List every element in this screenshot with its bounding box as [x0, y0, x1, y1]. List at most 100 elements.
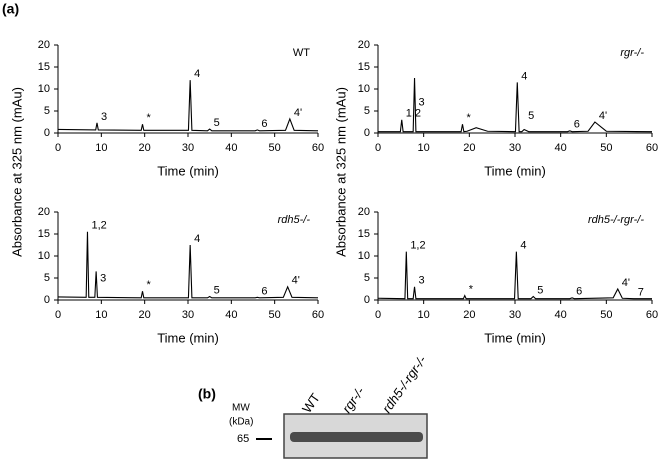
x-tick-label: 30 — [182, 142, 194, 154]
trace — [378, 77, 653, 133]
x-tick-label: 20 — [139, 309, 151, 321]
x-axis-label: Time (min) — [157, 330, 219, 345]
peak-label: 5 — [214, 117, 220, 129]
peak-label: * — [147, 279, 152, 291]
peak-label: * — [469, 284, 474, 296]
peak-label: 3 — [419, 275, 425, 287]
y-tick-label: 10 — [358, 83, 370, 95]
y-tick-label: 20 — [38, 39, 50, 51]
y-tick-label: 15 — [38, 61, 50, 73]
peak-label: 5 — [528, 110, 534, 122]
peak-label: 1,2 — [406, 108, 421, 120]
x-tick-label: 60 — [646, 309, 658, 321]
trace — [57, 80, 319, 132]
y-tick-label: 10 — [358, 250, 370, 262]
y-tick-label: 20 — [38, 206, 50, 218]
x-tick-label: 50 — [269, 309, 281, 321]
x-tick-label: 10 — [95, 142, 107, 154]
y-tick-label: 10 — [38, 250, 50, 262]
y-axis-label: Absorbance at 325 nm (mAu) — [9, 87, 24, 257]
peak-label: 4' — [599, 110, 607, 122]
x-tick-label: 0 — [375, 309, 381, 321]
y-axis-label: Absorbance at 325 nm (mAu) — [333, 87, 348, 257]
x-tick-label: 60 — [646, 142, 658, 154]
y-tick-label: 0 — [44, 294, 50, 306]
x-tick-label: 20 — [463, 142, 475, 154]
y-tick-label: 5 — [44, 105, 50, 117]
y-tick-label: 10 — [38, 83, 50, 95]
peak-label: 6 — [261, 285, 267, 297]
peak-label: 4' — [622, 277, 630, 289]
mw-label: MW — [232, 403, 250, 414]
x-tick-label: 20 — [139, 142, 151, 154]
peak-label: 1,2 — [410, 240, 425, 252]
x-axis-label: Time (min) — [484, 330, 546, 345]
lane-label: WT — [299, 390, 323, 415]
panel-title: rdh5-/-rgr-/- — [588, 214, 644, 226]
y-tick-label: 15 — [358, 61, 370, 73]
lane-label: rdh5-/-rgr-/- — [379, 352, 430, 415]
y-tick-label: 0 — [364, 127, 370, 139]
peak-label: 3 — [101, 111, 107, 123]
panel-title: rdh5-/- — [278, 214, 311, 226]
peak-label: 7 — [638, 287, 644, 299]
x-tick-label: 40 — [225, 309, 237, 321]
marker-label: 65 — [237, 433, 249, 445]
y-tick-label: 5 — [44, 272, 50, 284]
y-tick-label: 0 — [364, 294, 370, 306]
peak-label: 6 — [261, 118, 267, 130]
peak-label: 3 — [100, 273, 106, 285]
peak-label: 6 — [574, 119, 580, 131]
x-tick-label: 50 — [600, 309, 612, 321]
peak-label: 4 — [521, 70, 527, 82]
x-tick-label: 50 — [600, 142, 612, 154]
panel-title: WT — [293, 47, 310, 59]
trace — [57, 231, 319, 299]
mw-label: (kDa) — [229, 417, 253, 428]
x-tick-label: 0 — [375, 142, 381, 154]
x-tick-label: 10 — [95, 309, 107, 321]
peak-label: 4' — [294, 107, 302, 119]
y-tick-label: 20 — [358, 206, 370, 218]
y-tick-label: 15 — [38, 228, 50, 240]
peak-label: 3 — [419, 97, 425, 109]
peak-label: 6 — [576, 286, 582, 298]
panel-label: (a) — [2, 1, 19, 17]
peak-label: 5 — [537, 284, 543, 296]
panel-title: rgr-/- — [620, 47, 644, 59]
peak-label: 4 — [194, 68, 200, 80]
y-tick-label: 20 — [358, 39, 370, 51]
x-tick-label: 60 — [312, 309, 324, 321]
peak-label: 4' — [292, 275, 300, 287]
peak-label: 5 — [214, 284, 220, 296]
peak-label: * — [466, 112, 471, 124]
peak-label: 4 — [194, 233, 200, 245]
x-tick-label: 40 — [555, 309, 567, 321]
x-tick-label: 10 — [418, 142, 430, 154]
panel-label: (b) — [198, 386, 216, 402]
x-tick-label: 0 — [55, 142, 61, 154]
x-tick-label: 60 — [312, 142, 324, 154]
x-tick-label: 40 — [225, 142, 237, 154]
x-tick-label: 30 — [509, 142, 521, 154]
peak-label: * — [147, 112, 152, 124]
x-tick-label: 30 — [509, 309, 521, 321]
x-tick-label: 10 — [418, 309, 430, 321]
trace — [377, 251, 652, 300]
y-tick-label: 5 — [364, 105, 370, 117]
y-tick-label: 15 — [358, 228, 370, 240]
x-tick-label: 50 — [269, 142, 281, 154]
lane-label: rgr-/- — [339, 384, 368, 416]
y-tick-label: 5 — [364, 272, 370, 284]
peak-label: 1,2 — [91, 220, 106, 232]
blot-band — [290, 432, 423, 442]
x-axis-label: Time (min) — [484, 163, 546, 178]
x-tick-label: 30 — [182, 309, 194, 321]
x-axis-label: Time (min) — [157, 163, 219, 178]
x-tick-label: 20 — [463, 309, 475, 321]
x-tick-label: 40 — [555, 142, 567, 154]
y-tick-label: 0 — [44, 127, 50, 139]
peak-label: 4 — [520, 240, 526, 252]
x-tick-label: 0 — [55, 309, 61, 321]
